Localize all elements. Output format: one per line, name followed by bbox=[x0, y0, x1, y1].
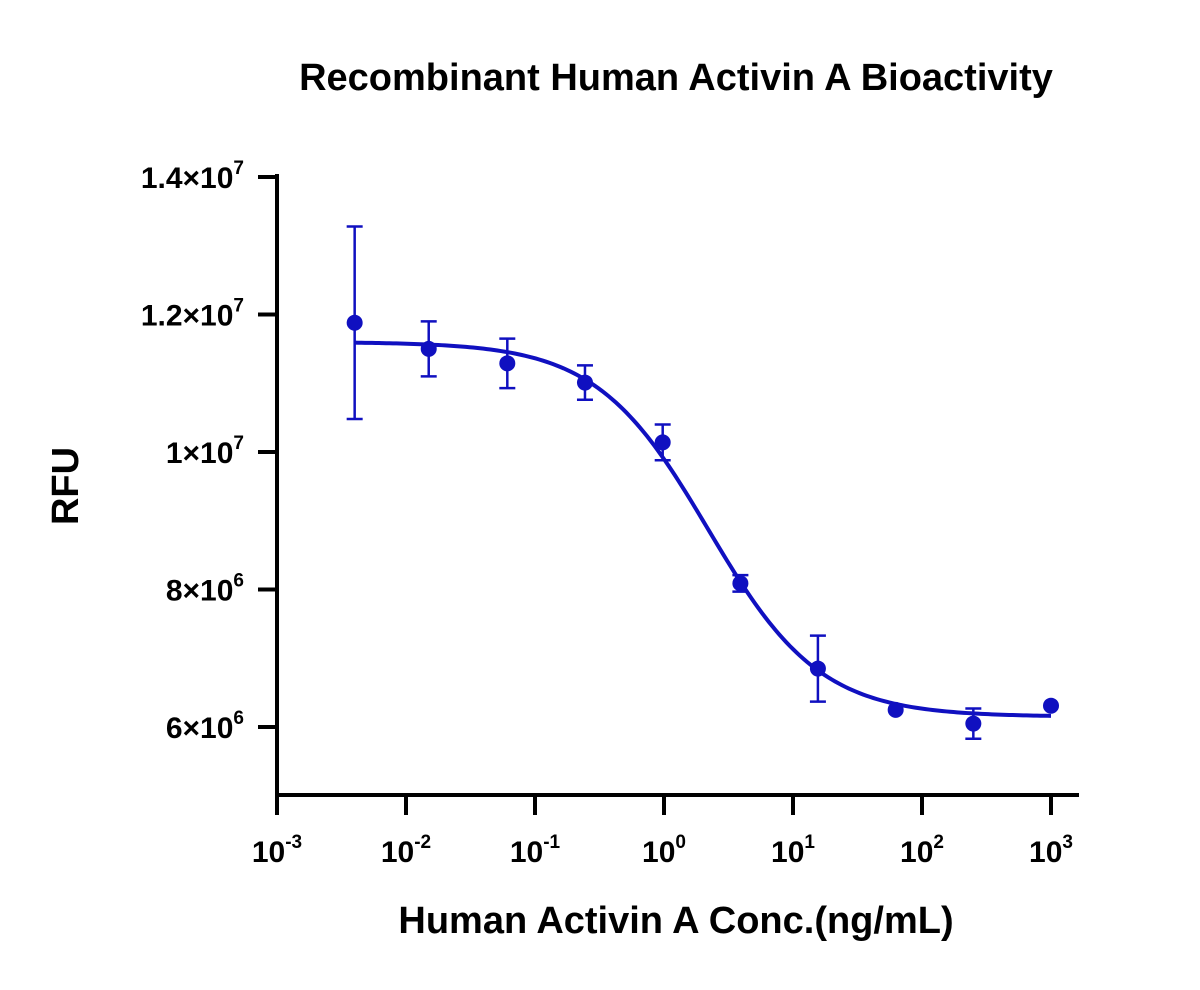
fit-curve bbox=[354, 340, 1052, 718]
x-tick-label: 103 bbox=[1029, 832, 1073, 869]
x-tick-label: 102 bbox=[900, 832, 944, 869]
x-tick-label: 10-2 bbox=[381, 832, 431, 869]
data-point bbox=[499, 355, 516, 372]
data-point bbox=[420, 340, 437, 357]
data-point bbox=[576, 374, 593, 391]
data-point bbox=[346, 314, 363, 331]
x-axis-ticks: 10-3 10-2 10-1 100 101 102 103 bbox=[252, 795, 1073, 869]
y-axis-label: RFU bbox=[45, 447, 87, 525]
data-point bbox=[887, 701, 904, 718]
data-point bbox=[732, 575, 749, 592]
y-tick-label: 6×106 bbox=[166, 708, 244, 745]
x-tick-label: 10-3 bbox=[252, 832, 302, 869]
y-axis-ticks: 6×106 8×106 1×107 1.2×107 1.4×107 bbox=[141, 158, 277, 745]
chart-title: Recombinant Human Activin A Bioactivity bbox=[299, 57, 1053, 99]
y-tick-label: 1×107 bbox=[166, 433, 244, 470]
data-points bbox=[346, 314, 1059, 732]
y-tick-label: 1.4×107 bbox=[141, 158, 244, 195]
x-tick-label: 100 bbox=[642, 832, 686, 869]
y-tick-label: 8×106 bbox=[166, 571, 244, 608]
data-point bbox=[809, 660, 826, 677]
y-tick-label: 1.2×107 bbox=[141, 296, 244, 333]
data-point bbox=[1043, 697, 1059, 714]
error-bars bbox=[346, 225, 982, 740]
data-point bbox=[654, 434, 671, 451]
x-tick-label: 101 bbox=[771, 832, 815, 869]
x-axis-label: Human Activin A Conc.(ng/mL) bbox=[398, 900, 953, 942]
data-point bbox=[965, 715, 982, 732]
x-tick-label: 10-1 bbox=[510, 832, 561, 869]
